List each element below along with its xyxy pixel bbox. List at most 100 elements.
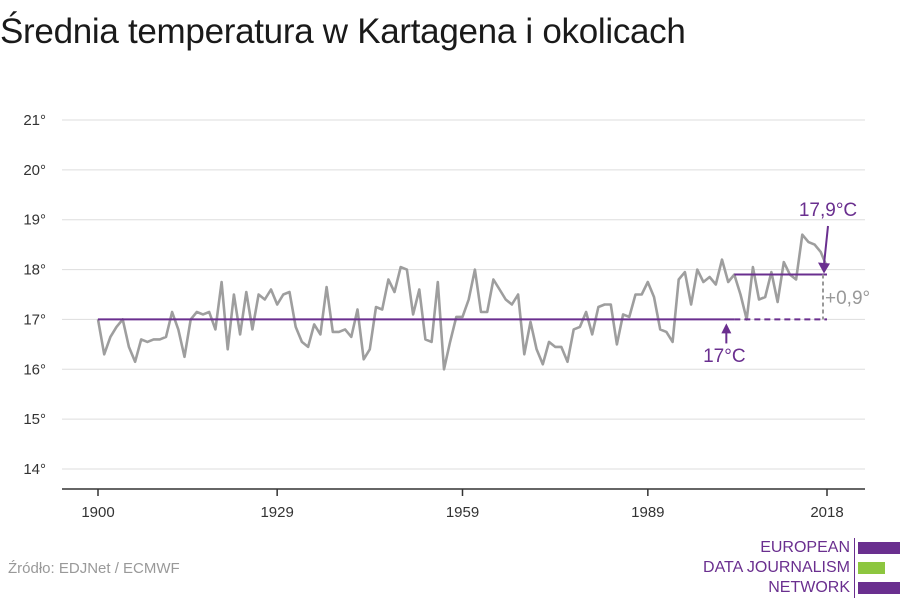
data-point — [492, 278, 494, 281]
data-point — [406, 269, 408, 271]
data-point — [146, 341, 148, 343]
data-point — [777, 301, 779, 303]
data-point — [387, 278, 389, 281]
annotations: 17,9°C 17°C +0,9° — [703, 200, 870, 367]
x-axis: 1900 1929 1959 1989 2018 — [62, 488, 865, 521]
data-point — [418, 288, 420, 291]
data-point — [381, 308, 383, 311]
x-tick-label-2018: 2018 — [810, 504, 843, 521]
data-point — [221, 281, 223, 283]
data-point — [270, 288, 272, 291]
logo-divider — [854, 538, 855, 598]
data-point — [431, 341, 433, 343]
y-tick-label-21: 21° — [23, 112, 46, 129]
data-point — [350, 336, 352, 338]
data-point — [363, 358, 365, 360]
data-point — [115, 326, 118, 328]
data-point — [295, 326, 297, 328]
data-point — [665, 331, 668, 333]
data-point — [183, 356, 186, 358]
data-point — [752, 266, 754, 268]
data-point — [486, 311, 488, 313]
y-tick-label-15: 15° — [23, 411, 46, 428]
logo-bar-1 — [858, 542, 900, 554]
data-point — [628, 316, 630, 318]
data-point — [536, 348, 538, 350]
difference-label: +0,9° — [825, 288, 870, 309]
data-point — [770, 271, 773, 273]
data-point — [443, 368, 445, 370]
data-point — [684, 271, 686, 273]
data-point — [251, 328, 253, 330]
data-point — [239, 333, 241, 335]
data-point — [814, 244, 816, 246]
data-point — [301, 341, 303, 343]
data-point — [696, 269, 698, 271]
x-tick-label-1989: 1989 — [631, 504, 664, 521]
data-point — [715, 283, 717, 286]
x-tick-label-1900: 1900 — [81, 504, 114, 521]
data-point — [560, 346, 562, 348]
y-axis-ticks: 14° 15° 16° 17° 18° 19° 20° 21° — [23, 112, 46, 478]
data-point — [233, 293, 235, 296]
data-point — [326, 286, 328, 288]
y-tick-label-16: 16° — [23, 361, 46, 378]
logo-line-3: NETWORK — [768, 579, 850, 596]
data-point — [795, 278, 797, 281]
data-point — [548, 341, 550, 343]
data-point — [140, 338, 142, 340]
data-point — [783, 261, 785, 263]
data-point — [764, 296, 766, 298]
logo-bar-3 — [858, 582, 900, 594]
x-tick-label-1959: 1959 — [446, 504, 479, 521]
data-point — [202, 313, 204, 315]
data-point — [739, 293, 742, 296]
data-point — [332, 331, 334, 333]
data-point — [307, 346, 309, 348]
data-point — [177, 328, 179, 330]
data-point — [616, 343, 618, 345]
data-point — [344, 328, 346, 330]
reference-lines — [98, 273, 827, 321]
data-point — [542, 363, 544, 365]
data-point — [356, 308, 359, 311]
data-point — [523, 353, 525, 355]
data-point — [690, 303, 692, 306]
data-point — [517, 293, 519, 296]
data-point — [338, 331, 340, 333]
data-point — [153, 338, 155, 340]
data-point — [597, 306, 600, 308]
data-point — [208, 311, 210, 313]
data-point — [276, 303, 278, 306]
logo-line-2: DATA JOURNALISM — [703, 559, 850, 576]
chart-title: Średnia temperatura w Kartagena i okolic… — [0, 12, 686, 51]
data-point — [529, 321, 532, 323]
data-point — [659, 328, 661, 330]
data-point — [709, 276, 711, 278]
data-point — [622, 313, 624, 315]
data-point — [480, 311, 482, 313]
data-point — [511, 303, 513, 306]
data-point — [449, 341, 451, 343]
y-tick-label-18: 18° — [23, 262, 46, 279]
recent-mean-label: 17,9°C — [799, 200, 857, 221]
y-tick-label-19: 19° — [23, 212, 46, 229]
data-point — [579, 326, 581, 328]
logo-bar-2 — [858, 562, 885, 574]
data-point — [604, 303, 606, 306]
recent-mean-arrowhead — [818, 262, 830, 274]
data-point — [499, 288, 501, 291]
logo-line-1: EUROPEAN — [760, 539, 850, 556]
data-point — [468, 298, 470, 301]
gridlines — [62, 119, 865, 470]
data-point — [641, 293, 643, 296]
data-point — [505, 298, 507, 301]
data-point — [375, 306, 377, 308]
data-point — [801, 234, 803, 236]
data-point — [474, 269, 476, 271]
data-point — [653, 296, 655, 298]
data-point — [196, 311, 198, 313]
data-point — [566, 361, 569, 363]
data-point — [807, 241, 810, 243]
data-point — [134, 361, 136, 363]
